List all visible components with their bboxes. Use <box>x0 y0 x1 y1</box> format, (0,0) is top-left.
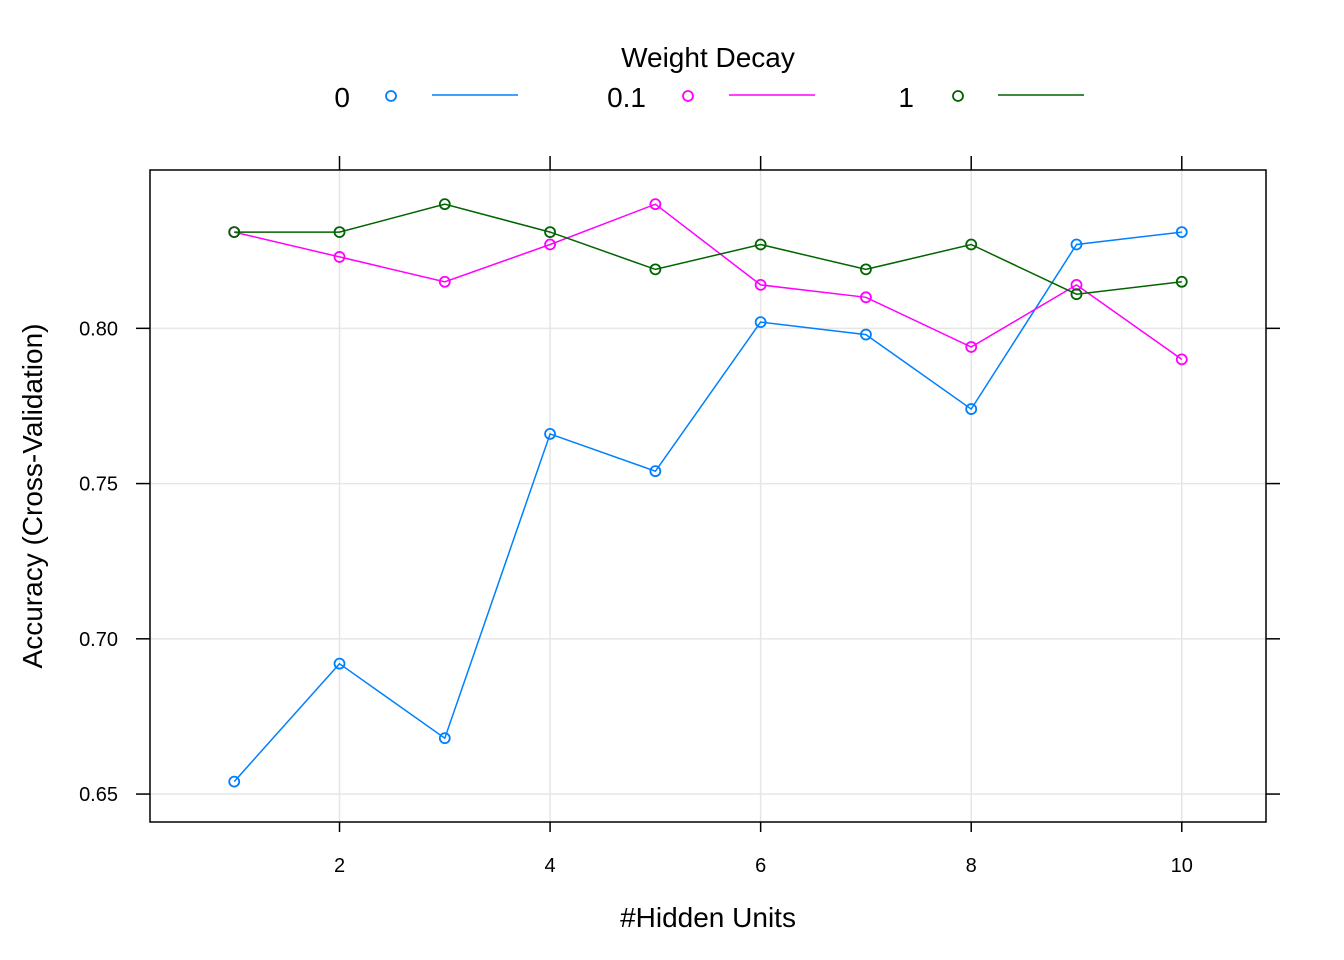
series-point <box>544 238 556 251</box>
series-point <box>544 226 556 238</box>
x-tick-label: 6 <box>755 855 766 877</box>
x-tick-label: 8 <box>966 855 977 877</box>
series-point <box>333 251 346 263</box>
series-point <box>438 198 451 211</box>
series-point <box>965 238 978 251</box>
series-point <box>1070 238 1083 251</box>
series-point <box>228 775 241 788</box>
series-point <box>438 732 451 745</box>
series-point <box>333 226 346 238</box>
series-point <box>754 316 767 329</box>
y-tick-label: 0.70 <box>79 629 118 651</box>
y-axis-title: Accuracy (Cross-Validation) <box>17 324 48 669</box>
x-tick-label: 10 <box>1171 855 1193 877</box>
series <box>228 198 1188 788</box>
x-tick-label: 2 <box>334 855 345 877</box>
series-point <box>860 328 872 341</box>
series-line <box>233 231 1182 783</box>
grid <box>150 170 1266 822</box>
y-tick-label: 0.80 <box>79 318 118 340</box>
series-point <box>1070 288 1083 301</box>
series-line <box>234 203 1183 361</box>
legend-label: 0.1 <box>607 82 646 113</box>
y-tick-label: 0.65 <box>79 784 118 806</box>
series-point <box>438 275 451 288</box>
series-point <box>1175 275 1188 288</box>
series-point <box>649 465 662 478</box>
series-point <box>228 226 241 238</box>
x-axis-title: #Hidden Units <box>620 902 796 933</box>
series-point <box>860 263 872 276</box>
series-point <box>754 278 767 291</box>
series-line <box>234 203 1182 295</box>
series-point <box>965 403 978 415</box>
series-point <box>754 238 767 251</box>
series-point <box>649 198 662 211</box>
x-tick-label: 4 <box>545 855 556 877</box>
series-point <box>333 657 346 670</box>
series-point <box>860 291 872 304</box>
series-point <box>544 428 556 440</box>
legend-marker <box>682 90 694 102</box>
y-tick-label: 0.75 <box>79 474 118 496</box>
series-point <box>1175 226 1188 238</box>
series-point <box>965 341 978 353</box>
legend-marker <box>952 90 964 102</box>
legend-label: 0 <box>334 82 350 113</box>
legend-label: 1 <box>898 82 914 113</box>
series-point <box>649 263 662 276</box>
axis-ticks: 2 4 6 8 10 0.65 0.70 0.75 0.80 <box>79 156 1280 877</box>
series-point <box>1175 353 1188 366</box>
legend-title: Weight Decay <box>621 42 795 73</box>
plot-frame <box>149 169 1267 823</box>
legend: Weight Decay 0 0.1 1 <box>334 42 1084 113</box>
legend-marker <box>385 90 397 102</box>
